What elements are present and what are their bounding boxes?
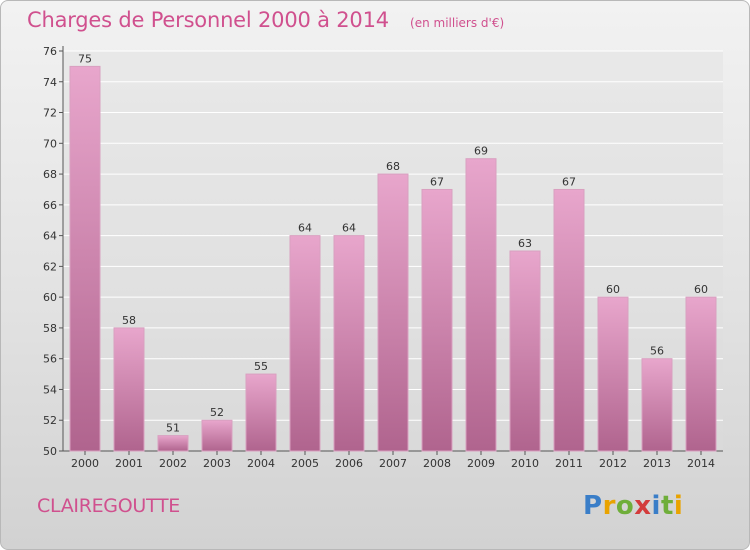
x-tick-label-2002: 2002 — [159, 457, 187, 470]
value-label-2010: 63 — [518, 237, 532, 250]
logo-letter-t: t — [660, 491, 674, 521]
bar-2012 — [597, 296, 629, 452]
x-tick-label-2008: 2008 — [423, 457, 451, 470]
bar-2001 — [113, 327, 145, 452]
value-label-2000: 75 — [78, 52, 92, 65]
value-label-2004: 55 — [254, 360, 268, 373]
y-tick-label: 58 — [43, 322, 57, 335]
proxiti-logo: Proxiti — [583, 491, 683, 521]
logo-letter-o: o — [615, 491, 635, 521]
y-tick-label: 52 — [43, 414, 57, 427]
logo-letter-x: x — [634, 491, 652, 521]
logo-letter-p: P — [583, 491, 603, 521]
bar-2008 — [421, 188, 453, 452]
value-label-2006: 64 — [342, 222, 356, 235]
x-tick-label-2013: 2013 — [643, 457, 671, 470]
logo-letter-i: i — [651, 491, 661, 521]
bar-2010 — [509, 250, 541, 452]
y-tick-label: 66 — [43, 199, 57, 212]
y-tick-label: 68 — [43, 168, 57, 181]
y-tick-label: 60 — [43, 291, 57, 304]
bar-2011 — [553, 188, 585, 452]
x-tick-label-2007: 2007 — [379, 457, 407, 470]
logo-letter-i2: i — [673, 491, 684, 521]
value-label-2002: 51 — [166, 422, 180, 435]
x-tick-label-2012: 2012 — [599, 457, 627, 470]
bar-2000 — [69, 65, 101, 452]
value-label-2012: 60 — [606, 283, 620, 296]
value-label-2009: 69 — [474, 145, 488, 158]
x-tick-label-2010: 2010 — [511, 457, 539, 470]
chart-subtitle: (en milliers d'€) — [410, 16, 505, 30]
y-tick-label: 62 — [43, 260, 57, 273]
x-tick-label-2000: 2000 — [71, 457, 99, 470]
bar-2014 — [685, 296, 717, 452]
y-tick-label: 54 — [43, 383, 57, 396]
x-tick-label-2005: 2005 — [291, 457, 319, 470]
x-tick-label-2009: 2009 — [467, 457, 495, 470]
value-label-2011: 67 — [562, 175, 576, 188]
value-label-2007: 68 — [386, 160, 400, 173]
commune-name: CLAIREGOUTTE — [37, 495, 180, 517]
y-tick-label: 56 — [43, 353, 57, 366]
x-tick-label-2006: 2006 — [335, 457, 363, 470]
bar-2007 — [377, 173, 409, 452]
y-tick-label: 76 — [43, 45, 57, 58]
bar-2003 — [201, 419, 233, 452]
chart-title: Charges de Personnel 2000 à 2014 — [27, 8, 389, 32]
x-tick-label-2004: 2004 — [247, 457, 275, 470]
y-tick-label: 72 — [43, 107, 57, 120]
value-label-2005: 64 — [298, 222, 312, 235]
bar-2005 — [289, 235, 321, 452]
x-tick-label-2014: 2014 — [687, 457, 715, 470]
y-tick-label: 64 — [43, 230, 57, 243]
bar-2009 — [465, 158, 497, 452]
value-label-2001: 58 — [122, 314, 136, 327]
title-row: Charges de Personnel 2000 à 2014 (en mil… — [27, 8, 504, 32]
x-tick-label-2011: 2011 — [555, 457, 583, 470]
bar-2006 — [333, 235, 365, 452]
logo-letter-r: r — [602, 491, 616, 521]
value-label-2008: 67 — [430, 175, 444, 188]
bar-2004 — [245, 373, 277, 452]
y-tick-label: 74 — [43, 76, 57, 89]
value-label-2013: 56 — [650, 345, 664, 358]
x-tick-label-2001: 2001 — [115, 457, 143, 470]
x-tick-label-2003: 2003 — [203, 457, 231, 470]
value-label-2014: 60 — [694, 283, 708, 296]
bar-2002 — [157, 435, 189, 452]
value-label-2003: 52 — [210, 406, 224, 419]
y-tick-label: 50 — [43, 445, 57, 458]
bar-2013 — [641, 358, 673, 452]
y-tick-label: 70 — [43, 137, 57, 150]
